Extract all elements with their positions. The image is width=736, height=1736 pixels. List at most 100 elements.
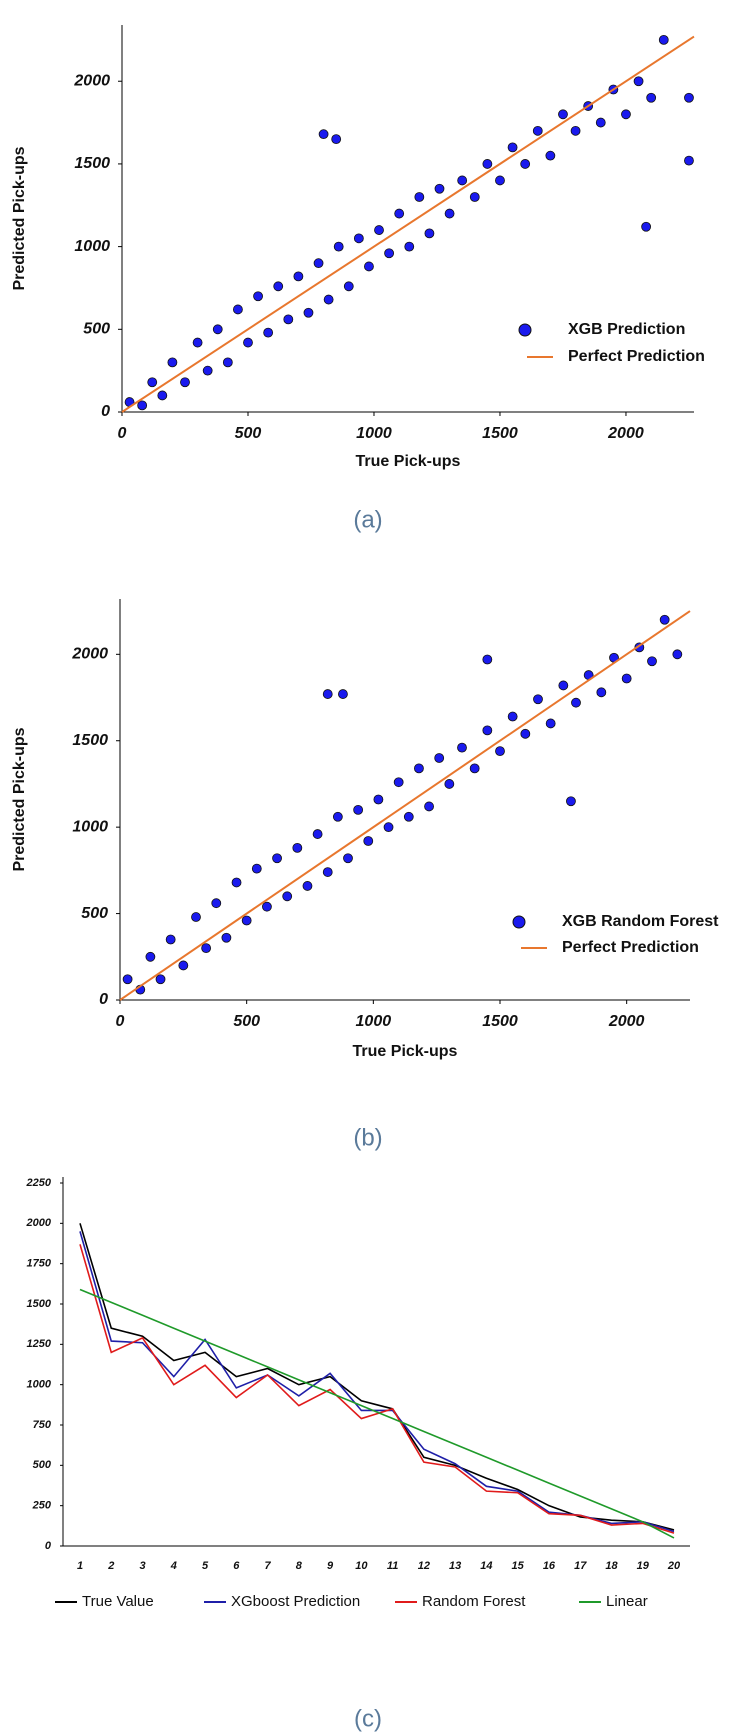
point	[384, 248, 395, 259]
point	[282, 891, 293, 902]
x-tick-label: 19	[637, 1560, 650, 1572]
point	[414, 192, 425, 202]
y-tick-label: 1500	[27, 1298, 52, 1310]
x-tick-label: 6	[233, 1560, 240, 1572]
legend-label: XGB Prediction	[568, 321, 685, 338]
point	[363, 836, 374, 846]
x-tick-label: 2	[107, 1560, 114, 1572]
legend-label: XGB Random Forest	[562, 913, 719, 930]
y-tick-label: 1750	[27, 1258, 52, 1270]
point	[469, 192, 480, 202]
x-tick-label: 20	[667, 1560, 681, 1572]
y-axis-label: Predicted Pick-ups	[11, 727, 28, 871]
point	[659, 614, 670, 625]
point	[322, 689, 333, 699]
x-tick-label: 0	[118, 425, 127, 442]
point	[262, 901, 272, 912]
point	[263, 327, 274, 338]
y-tick-label: 2000	[73, 72, 110, 89]
y-tick-label: 250	[32, 1500, 52, 1512]
x-tick-label: 18	[605, 1560, 618, 1572]
legend-label: True Value	[82, 1593, 154, 1610]
y-tick-label: 1500	[74, 155, 110, 172]
point	[658, 34, 669, 45]
point	[165, 934, 176, 945]
point	[323, 294, 334, 305]
point	[532, 125, 543, 136]
x-tick-label: 1000	[356, 425, 392, 442]
point	[243, 337, 253, 348]
point	[303, 307, 314, 318]
x-tick-label: 5	[202, 1560, 209, 1572]
point	[444, 779, 455, 789]
point	[596, 687, 607, 698]
point	[331, 134, 342, 145]
point	[147, 377, 158, 388]
point	[457, 175, 468, 186]
point	[333, 241, 344, 252]
point	[621, 673, 632, 684]
x-tick-label: 7	[265, 1560, 272, 1572]
point	[353, 804, 364, 815]
caption: (a)	[353, 506, 382, 533]
legend-marker	[512, 915, 526, 929]
legend-marker	[518, 323, 532, 337]
point	[520, 728, 531, 739]
point	[383, 822, 394, 833]
point	[520, 159, 531, 169]
point	[192, 337, 203, 348]
point	[393, 777, 404, 788]
point	[302, 881, 313, 891]
x-tick-label: 2000	[608, 1013, 645, 1030]
y-tick-label: 0	[101, 403, 110, 420]
x-tick-label: 1	[77, 1560, 83, 1572]
point	[469, 763, 480, 774]
x-axis-label: True Pick-ups	[353, 1043, 458, 1060]
series-line	[79, 1288, 675, 1539]
point	[312, 829, 323, 839]
point	[571, 697, 581, 708]
point	[122, 974, 133, 985]
series-line	[79, 1231, 675, 1533]
point	[191, 912, 201, 922]
point	[373, 794, 384, 805]
point	[251, 863, 262, 874]
series-line	[79, 1244, 675, 1534]
x-tick-label: 2000	[607, 425, 644, 442]
y-tick-label: 0	[45, 1540, 52, 1552]
point	[343, 281, 354, 292]
y-tick-label: 750	[33, 1419, 52, 1431]
x-tick-label: 500	[233, 1013, 260, 1030]
x-tick-label: 17	[574, 1560, 587, 1572]
x-tick-label: 1500	[482, 425, 518, 442]
point	[145, 951, 156, 962]
point	[283, 314, 294, 325]
point	[212, 324, 223, 335]
x-tick-label: 1500	[482, 1013, 518, 1030]
point	[457, 742, 467, 753]
point	[507, 142, 518, 153]
point	[444, 208, 455, 219]
x-tick-label: 500	[235, 425, 262, 442]
x-tick-label: 4	[170, 1560, 177, 1572]
point	[293, 271, 304, 282]
x-tick-label: 11	[387, 1560, 398, 1572]
point	[495, 175, 505, 186]
y-tick-label: 1250	[27, 1338, 52, 1350]
point	[641, 221, 652, 232]
y-tick-label: 2000	[71, 646, 108, 663]
x-tick-label: 15	[512, 1560, 525, 1572]
point	[233, 304, 243, 315]
point	[221, 932, 232, 943]
y-tick-label: 0	[99, 991, 108, 1008]
x-axis-label: True Pick-ups	[356, 453, 461, 470]
point	[482, 725, 493, 736]
point	[202, 365, 213, 376]
point	[343, 853, 353, 864]
point	[570, 125, 581, 136]
perfect-line	[119, 610, 691, 1001]
point	[566, 796, 576, 807]
legend-label: XGboost Prediction	[231, 1593, 360, 1610]
y-tick-label: 1000	[74, 238, 110, 255]
